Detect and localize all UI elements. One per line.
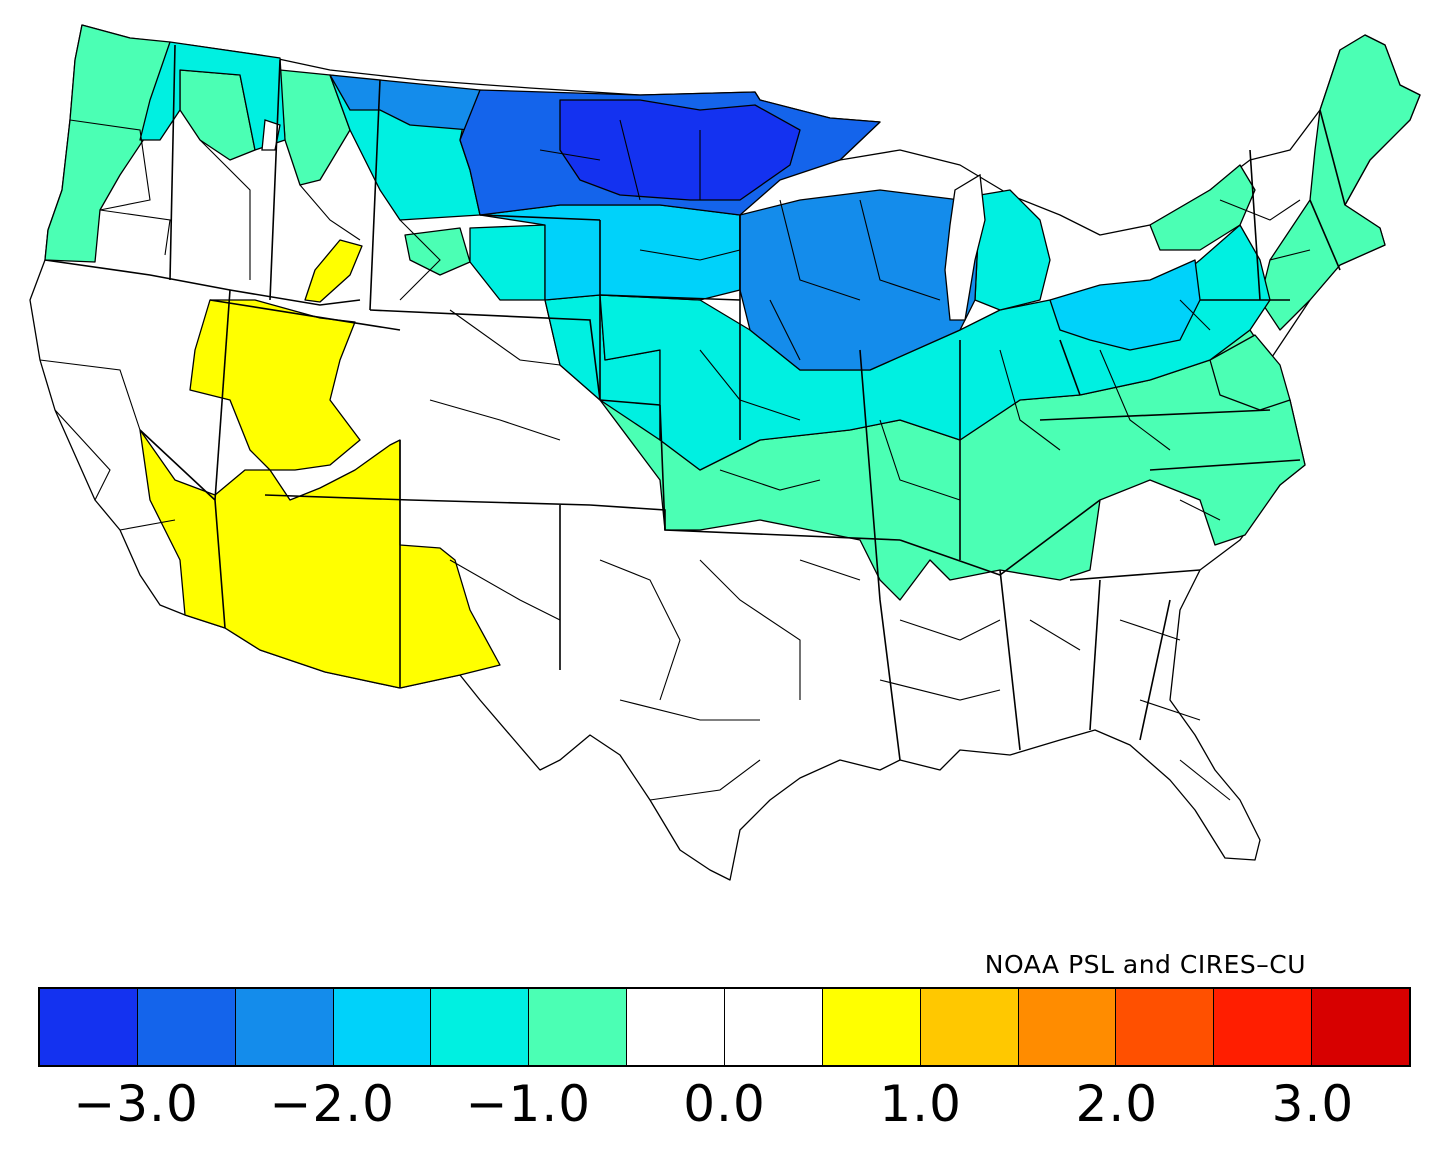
legend-swatch xyxy=(40,989,138,1065)
minnesota-strongest-negative-region xyxy=(559,99,801,201)
legend-swatch xyxy=(529,989,628,1065)
us-climate-division-map xyxy=(29,24,1421,881)
legend-tick-label: −3.0 xyxy=(73,1075,199,1133)
legend-tick-label: 0.0 xyxy=(683,1075,766,1133)
legend-swatch xyxy=(725,989,823,1065)
data-credit: NOAA PSL and CIRES–CU xyxy=(984,950,1306,979)
climate-division-lines xyxy=(39,119,1311,801)
legend-swatch xyxy=(1312,989,1410,1065)
color-legend-bar xyxy=(38,987,1411,1067)
legend-tick-label: 3.0 xyxy=(1271,1075,1355,1133)
legend-swatch xyxy=(333,989,432,1065)
legend-tick-label: −1.0 xyxy=(465,1075,592,1133)
legend-swatch xyxy=(1116,989,1215,1065)
legend-swatch xyxy=(137,989,236,1065)
great-salt-lake xyxy=(261,119,281,151)
legend-swatch xyxy=(235,989,334,1065)
legend-swatch xyxy=(920,989,1019,1065)
lake-michigan xyxy=(944,173,986,321)
northwest-cyan-region xyxy=(139,41,286,151)
legend-swatch xyxy=(1214,989,1313,1065)
wyoming-slight-negative-region xyxy=(404,227,471,276)
legend-tick-label: 1.0 xyxy=(879,1075,962,1133)
legend-swatch xyxy=(627,989,726,1065)
southwest-positive-region xyxy=(139,429,501,689)
legend-tick-label: 2.0 xyxy=(1075,1075,1159,1133)
state-boundaries xyxy=(44,44,1346,761)
legend-tick-label: −2.0 xyxy=(269,1075,395,1133)
ohio-valley-cyan-region xyxy=(1049,259,1201,351)
michigan-cyan-region xyxy=(974,189,1051,311)
great-lakes-east-slight-negative-region xyxy=(1149,164,1256,251)
northeast-slight-negative-region xyxy=(1259,34,1421,331)
legend-swatch xyxy=(1018,989,1117,1065)
legend-swatch xyxy=(431,989,530,1065)
idaho-positive-region xyxy=(304,239,363,303)
virginia-slight-negative-region xyxy=(1209,334,1291,411)
legend-swatch xyxy=(822,989,921,1065)
upper-midwest-blue-region xyxy=(739,189,981,371)
